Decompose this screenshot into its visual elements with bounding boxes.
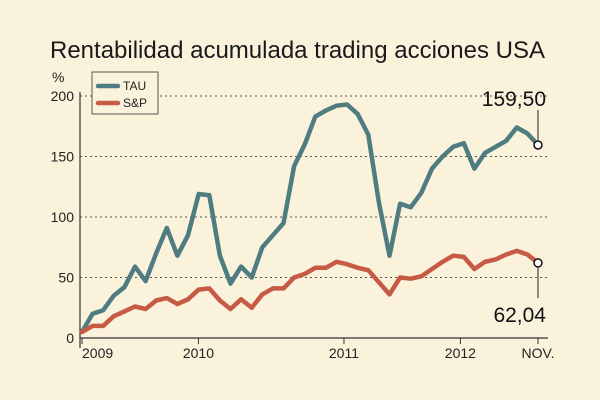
series-line-tau (79, 102, 541, 335)
y-tick-label: 100 (51, 209, 75, 225)
y-tick-label: 50 (58, 270, 74, 286)
series-line-s-p (79, 248, 541, 335)
legend-label-s-p: S&P (123, 96, 147, 110)
series-lines (79, 102, 541, 335)
end-marker-s-p (533, 258, 543, 268)
y-tick-label: 0 (66, 330, 74, 346)
legend: TAU S&P (91, 71, 159, 115)
y-tick-label: 200 (51, 88, 75, 104)
y-axis-ticks: 0 50 100 150 200 (51, 88, 75, 346)
legend-label-tau: TAU (123, 79, 146, 93)
x-tick-label: 2010 (183, 345, 214, 361)
chart-title: Rentabilidad acumulada trading acciones … (50, 37, 545, 64)
x-axis-ticks: 2009 2010 2011 2012 NOV. (81, 338, 555, 361)
end-value-label-s-p: 62,04 (493, 304, 546, 327)
legend-box (91, 71, 159, 115)
x-tick-label: 2012 (445, 345, 476, 361)
x-tick-label: 2009 (82, 345, 113, 361)
x-tick-label: NOV. (522, 345, 555, 361)
end-value-label-tau: 159,50 (482, 88, 546, 111)
y-axis-unit-label: % (52, 69, 64, 85)
y-tick-label: 150 (51, 149, 75, 165)
end-value-callouts: 159,50 62,04 (482, 88, 547, 327)
x-tick-label: 2011 (329, 345, 359, 361)
end-marker-tau (533, 140, 543, 150)
gridlines (79, 92, 548, 348)
